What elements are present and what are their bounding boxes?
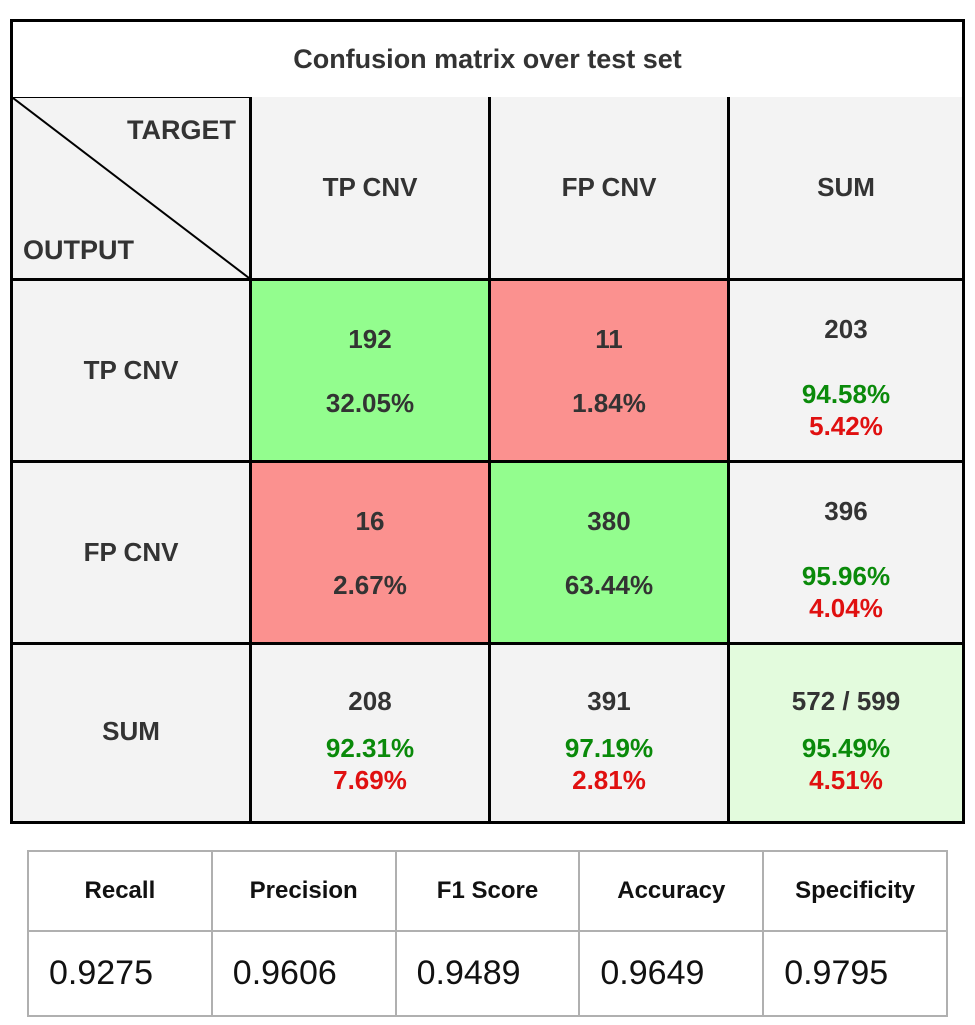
incorrect-percent: 4.51%: [809, 765, 883, 795]
cell-count: 396: [824, 495, 868, 526]
cell-count: 16: [355, 505, 385, 536]
target-axis-label: TARGET: [127, 115, 236, 145]
column-header-fp-cnv: FP CNV: [488, 97, 727, 278]
cell-total-sum: 572 / 599 95.49% 4.51%: [727, 642, 962, 821]
correct-percent: 92.31%: [325, 733, 415, 763]
incorrect-percent: 7.69%: [333, 765, 407, 795]
correct-percent: 95.49%: [801, 733, 891, 763]
cell-tp-fp: 11 1.84%: [488, 278, 727, 460]
correct-percent: 97.19%: [564, 733, 654, 763]
incorrect-percent: 2.81%: [572, 765, 646, 795]
column-header-label: TP CNV: [322, 172, 418, 202]
cell-count: 203: [824, 313, 868, 344]
metric-header-specificity: Specificity: [762, 850, 948, 932]
column-header-label: SUM: [817, 172, 875, 202]
correct-percent: 95.96%: [801, 560, 891, 591]
cell-count: 11: [595, 323, 623, 354]
column-header-sum: SUM: [727, 97, 962, 278]
matrix-title: Confusion matrix over test set: [13, 22, 962, 100]
metrics-header-row: Recall Precision F1 Score Accuracy Speci…: [27, 850, 948, 932]
row-header-tp-cnv: TP CNV: [13, 278, 249, 460]
cell-percent: 2.67%: [333, 569, 407, 600]
metric-value-accuracy: 0.9649: [578, 930, 765, 1017]
corner-diagonal-line: [13, 98, 249, 278]
metric-value-precision: 0.9606: [210, 930, 397, 1017]
row-header-sum: SUM: [13, 642, 249, 821]
confusion-matrix: Confusion matrix over test set TARGET OU…: [10, 19, 965, 824]
cell-row-sum-fp: 396 95.96% 4.04%: [727, 460, 962, 642]
output-axis-label: OUTPUT: [23, 235, 134, 265]
column-header-label: FP CNV: [561, 172, 657, 202]
cell-count: 208: [348, 686, 392, 716]
cell-count: 192: [348, 323, 392, 354]
cell-percent: 63.44%: [564, 569, 654, 600]
metric-value-specificity: 0.9795: [762, 930, 948, 1017]
metric-value-recall: 0.9275: [27, 930, 213, 1017]
cell-col-sum-fp: 391 97.19% 2.81%: [488, 642, 727, 821]
incorrect-percent: 5.42%: [809, 410, 883, 441]
metric-header-f1-score: F1 Score: [394, 850, 581, 932]
cell-count: 380: [587, 505, 631, 536]
cell-row-sum-tp: 203 94.58% 5.42%: [727, 278, 962, 460]
row-header-label: TP CNV: [83, 355, 179, 385]
cell-fp-fp: 380 63.44%: [488, 460, 727, 642]
metric-header-precision: Precision: [210, 850, 397, 932]
row-header-fp-cnv: FP CNV: [13, 460, 249, 642]
corner-cell: TARGET OUTPUT: [13, 98, 249, 278]
cell-percent: 1.84%: [572, 387, 646, 418]
cell-count: 572 / 599: [791, 686, 901, 716]
cell-fp-tp: 16 2.67%: [249, 460, 488, 642]
incorrect-percent: 4.04%: [809, 592, 883, 623]
metric-header-accuracy: Accuracy: [578, 850, 765, 932]
column-header-tp-cnv: TP CNV: [249, 97, 488, 278]
metric-value-f1-score: 0.9489: [394, 930, 581, 1017]
metrics-table: Recall Precision F1 Score Accuracy Speci…: [27, 850, 948, 1017]
correct-percent: 94.58%: [801, 378, 891, 409]
row-header-label: SUM: [102, 715, 160, 746]
cell-col-sum-tp: 208 92.31% 7.69%: [249, 642, 488, 821]
cell-count: 391: [587, 686, 631, 716]
metric-header-recall: Recall: [27, 850, 213, 932]
cell-tp-tp: 192 32.05%: [249, 278, 488, 460]
cell-percent: 32.05%: [325, 387, 415, 418]
metrics-value-row: 0.9275 0.9606 0.9489 0.9649 0.9795: [27, 930, 948, 1017]
row-header-label: FP CNV: [83, 537, 179, 567]
